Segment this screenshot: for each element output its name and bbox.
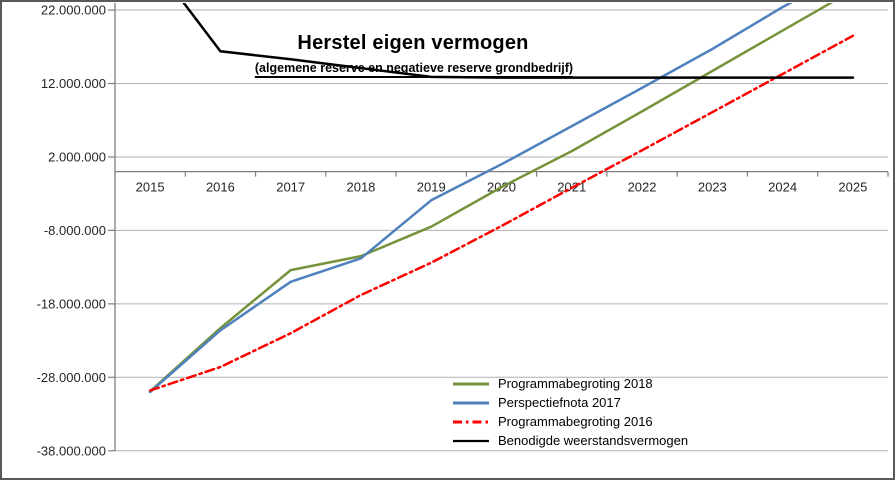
legend-item-benodigde-weerstandsvermogen: Benodigde weerstandsvermogen bbox=[452, 431, 688, 450]
x-axis-label: 2017 bbox=[276, 180, 305, 195]
y-axis-label: 22.000.000 bbox=[41, 3, 106, 18]
y-axis-label: -38.000.000 bbox=[37, 443, 106, 458]
legend-item-perspectiefnota-2017: Perspectiefnota 2017 bbox=[452, 393, 688, 412]
x-axis-label: 2018 bbox=[346, 180, 375, 195]
legend-line-swatch bbox=[453, 420, 489, 423]
gridlines bbox=[115, 9, 888, 452]
chart-legend: Programmabegroting 2018 Perspectiefnota 2… bbox=[452, 374, 688, 450]
legend-label: Programmabegroting 2018 bbox=[498, 376, 653, 391]
x-axis-label: 2015 bbox=[136, 180, 165, 195]
series-group bbox=[148, 3, 855, 394]
x-axis-label: 2025 bbox=[838, 180, 867, 195]
y-axis-label: 12.000.000 bbox=[41, 76, 106, 91]
series-line-programmabegroting-2018 bbox=[148, 3, 834, 393]
y-axis-label: -8.000.000 bbox=[44, 223, 106, 238]
legend-line-swatch bbox=[453, 439, 489, 442]
axis-ticks bbox=[108, 9, 889, 452]
legend-item-programmabegroting-2018: Programmabegroting 2018 bbox=[452, 374, 688, 393]
y-axis-label: -28.000.000 bbox=[37, 370, 106, 385]
legend-label: Benodigde weerstandsvermogen bbox=[498, 433, 689, 448]
legend-line-swatch bbox=[453, 382, 489, 385]
legend-line-swatch bbox=[453, 401, 489, 404]
x-axis-label: 2016 bbox=[206, 180, 235, 195]
legend-label: Perspectiefnota 2017 bbox=[498, 395, 621, 410]
series-line-programmabegroting-2016 bbox=[148, 34, 855, 392]
x-axis-label: 2019 bbox=[417, 180, 446, 195]
series-line-perspectiefnota-2017 bbox=[148, 3, 793, 394]
y-axis-label: -18.000.000 bbox=[37, 296, 106, 311]
x-axis-label: 2024 bbox=[768, 180, 797, 195]
y-axis-label: 2.000.000 bbox=[48, 149, 106, 164]
chart-title: Herstel eigen vermogen bbox=[297, 32, 529, 54]
x-axis-label: 2023 bbox=[698, 180, 727, 195]
legend-label: Programmabegroting 2016 bbox=[498, 414, 653, 429]
legend-item-programmabegroting-2016: Programmabegroting 2016 bbox=[452, 412, 688, 431]
x-axis-label: 2022 bbox=[628, 180, 657, 195]
chart-subtitle: (algemene reserve en negatieve reserve g… bbox=[254, 61, 574, 78]
